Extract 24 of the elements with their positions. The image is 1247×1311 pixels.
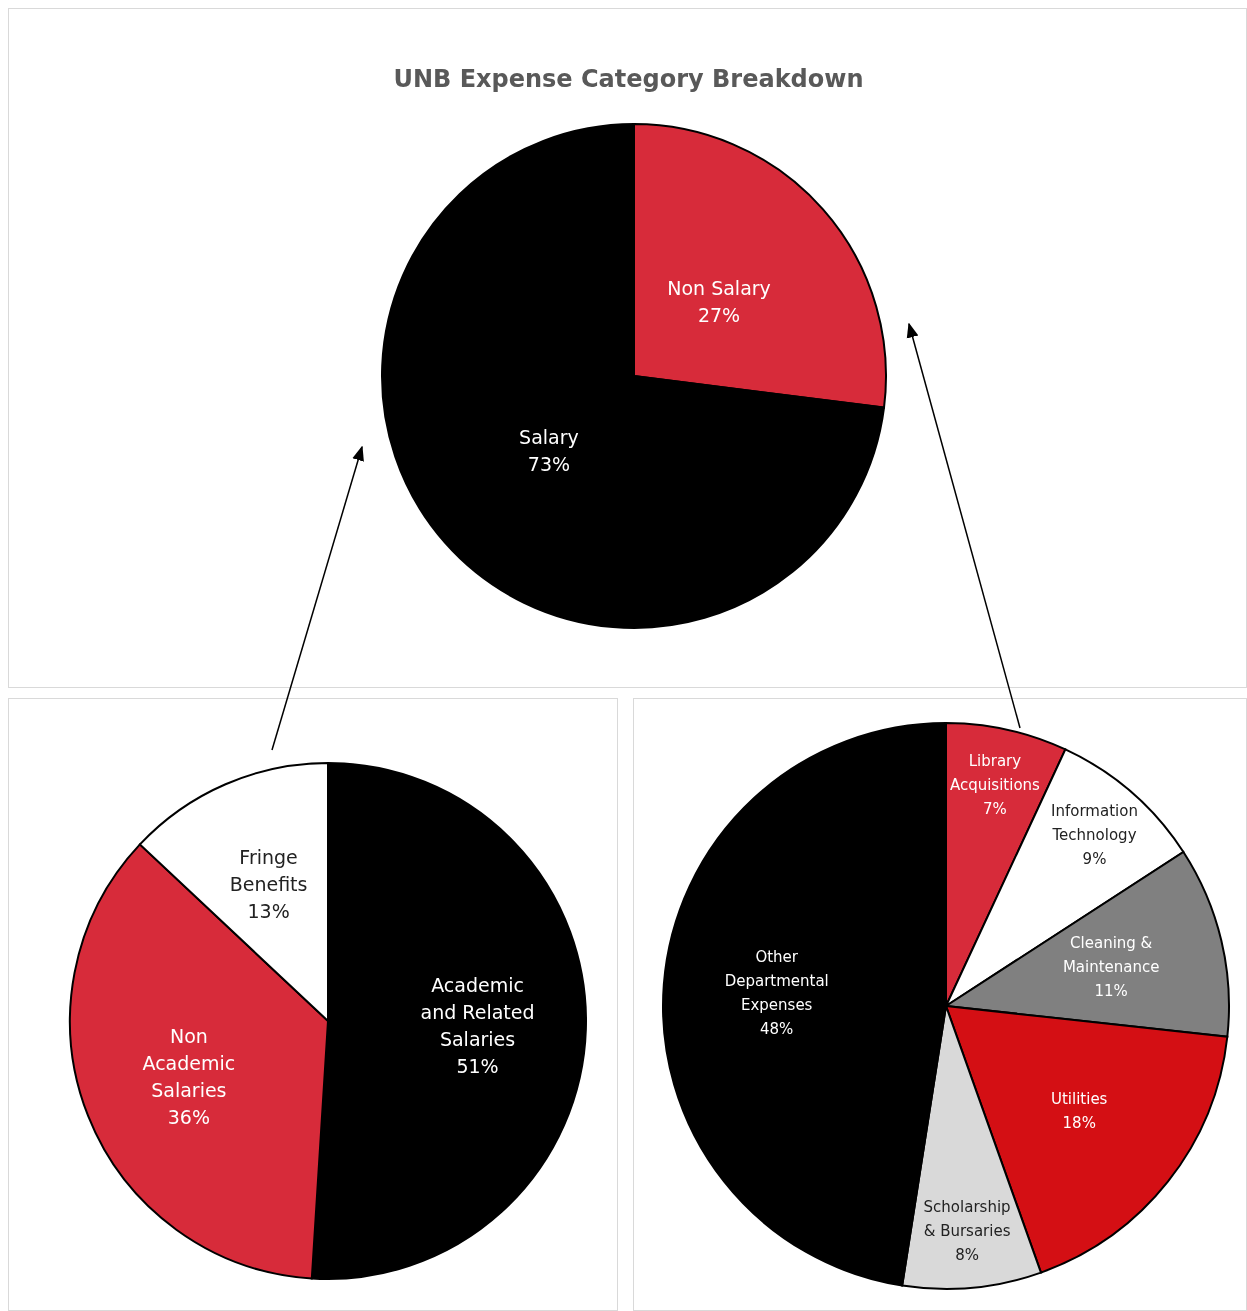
data-label: 8% bbox=[955, 1246, 979, 1265]
data-label: 9% bbox=[1082, 850, 1107, 869]
slice-label: Non Salary bbox=[667, 276, 771, 299]
pie-slice bbox=[381, 123, 886, 629]
slice-label: Non Academic Salaries bbox=[142, 1024, 236, 1101]
slice-label: Fringe Benefits bbox=[229, 845, 308, 895]
data-label: 7% bbox=[983, 799, 1007, 818]
slice-label: Information Technology bbox=[1051, 802, 1138, 845]
data-label: 48% bbox=[760, 1019, 794, 1038]
slice-label: Library Acquisitions bbox=[949, 751, 1041, 794]
slice-label: Academic and Related Salaries bbox=[420, 974, 535, 1051]
data-label: 11% bbox=[1094, 981, 1128, 1000]
data-label: 36% bbox=[167, 1105, 210, 1128]
data-label: 27% bbox=[697, 303, 741, 326]
slice-label: Other Departmental Expenses bbox=[724, 947, 829, 1014]
data-label: 51% bbox=[456, 1055, 499, 1078]
slice-label: Cleaning & Maintenance bbox=[1062, 933, 1160, 976]
data-label: 18% bbox=[1062, 1114, 1096, 1133]
data-label: 73% bbox=[527, 453, 571, 476]
data-label: 13% bbox=[247, 899, 290, 922]
slice-label: Utilities bbox=[1050, 1090, 1108, 1109]
slice-label: Scholarship & Bursaries bbox=[923, 1198, 1011, 1241]
chart-title: UNB Expense Category Breakdown bbox=[393, 65, 864, 93]
slice-label: Salary bbox=[519, 426, 579, 449]
